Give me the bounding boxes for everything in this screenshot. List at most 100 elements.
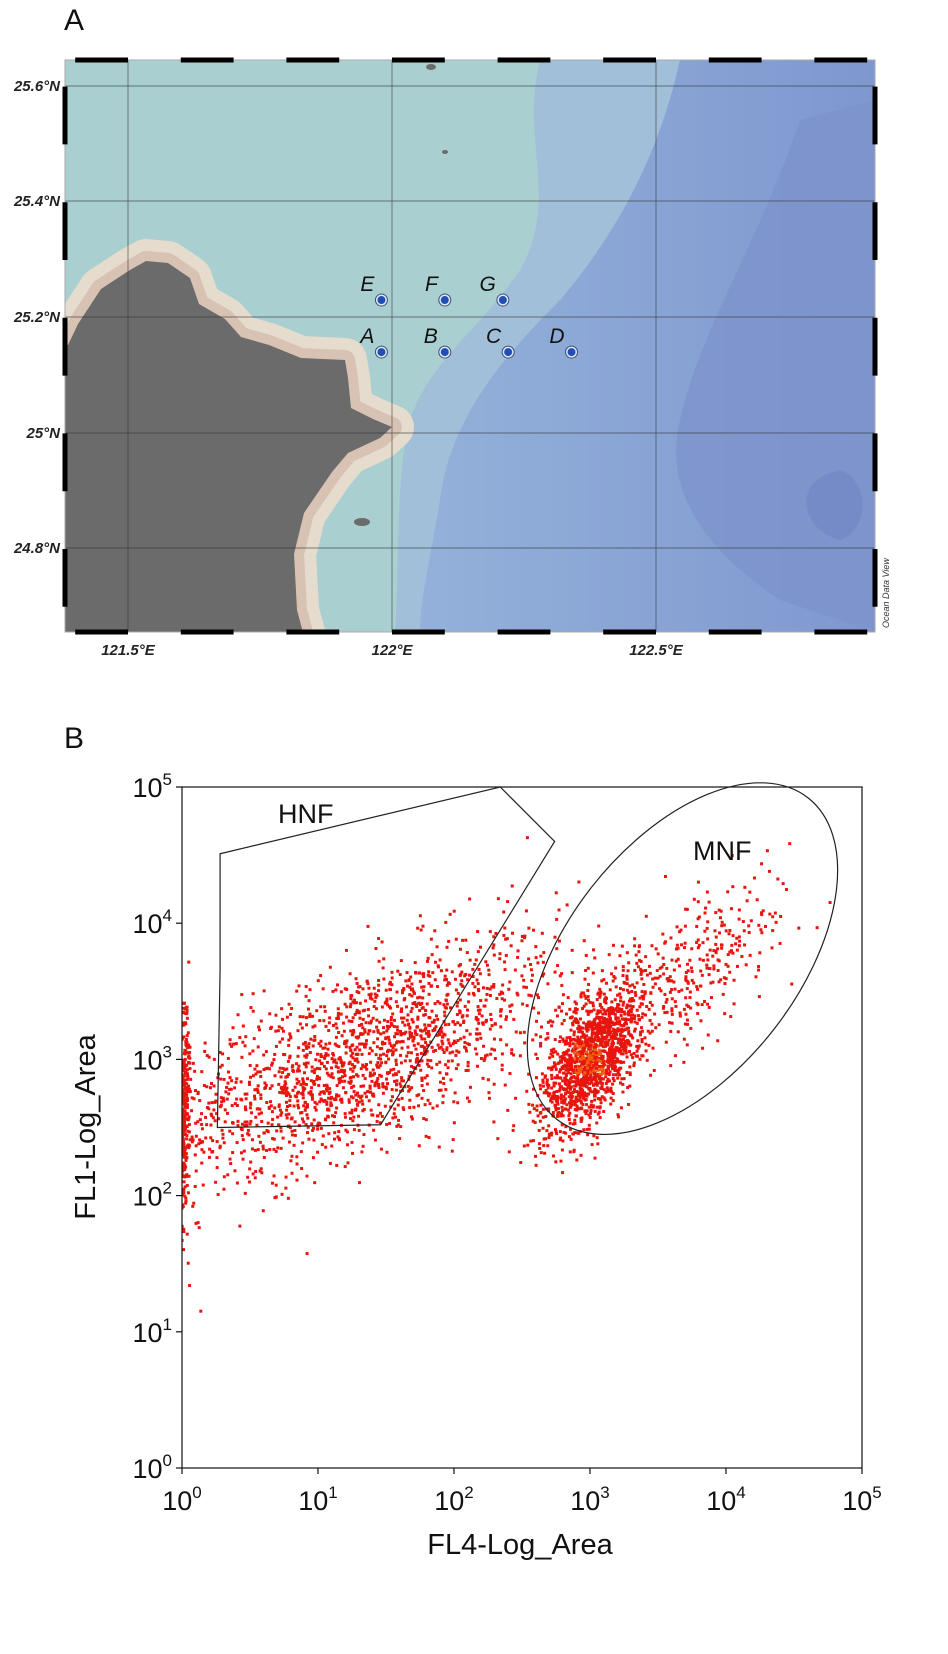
data-point [774,920,778,924]
data-point [467,1000,471,1004]
data-point [182,1072,184,1076]
data-point [300,1110,304,1114]
data-point [350,1063,354,1067]
y-tick-label: 101 [132,1315,172,1348]
data-point [226,1056,230,1060]
data-point [200,1161,204,1165]
data-point [628,1004,632,1008]
data-point [611,1009,615,1013]
data-point [486,1078,490,1082]
data-point [368,1086,372,1090]
data-point [200,1122,204,1126]
data-point [609,1102,613,1106]
data-point [592,1056,596,1060]
data-point [296,1099,300,1103]
data-point [573,1051,577,1055]
data-point [465,1029,469,1033]
data-point [314,1058,318,1062]
data-point [444,1006,448,1010]
data-point [574,1054,578,1058]
data-point [559,1097,563,1101]
data-point [583,977,587,981]
data-point [272,1137,276,1141]
data-point [498,952,502,956]
data-point [209,1123,213,1127]
gate-mnf[interactable] [466,727,899,1191]
data-point [280,1086,284,1090]
data-point [488,1027,492,1031]
data-point [415,1025,419,1029]
data-point [638,958,642,962]
data-point [581,1007,585,1011]
data-point [316,979,320,983]
data-point [581,1043,585,1047]
data-point [381,1091,385,1095]
data-point [646,1029,650,1033]
data-point [572,1019,576,1023]
data-point [184,1086,188,1090]
data-point [586,1069,590,1073]
gate-hnf[interactable] [216,786,556,1129]
data-point [657,1023,661,1027]
data-point [610,972,614,976]
data-point [286,1196,290,1200]
data-point [476,950,480,954]
data-point [475,1052,479,1056]
data-point [695,1001,699,1005]
data-point [254,1115,258,1119]
plot-frame [181,786,863,1469]
data-point [680,943,684,947]
data-point [276,1115,280,1119]
data-point [484,1018,488,1022]
data-point [597,1081,601,1085]
data-point [415,1053,419,1057]
data-point [293,1128,297,1132]
data-point [182,1206,184,1210]
data-point [216,1193,220,1197]
data-point [597,1015,601,1019]
data-point [662,972,666,976]
data-point [412,990,416,994]
data-point [422,975,426,979]
data-point [504,937,508,941]
lon-label: 122°E [371,642,413,659]
data-point [367,986,371,990]
data-point [591,1059,595,1063]
data-point [556,1052,560,1056]
station-dot [504,348,513,357]
data-point [346,1161,350,1165]
latitude-labels: 25.6°N 25.4°N 25.2°N 25°N 24.8°N [13,78,61,557]
data-point [584,1078,588,1082]
data-point [639,1030,643,1034]
data-point [319,1039,323,1043]
data-point [401,989,405,993]
data-point [438,1060,442,1064]
data-point [609,1006,613,1010]
data-point [230,1079,234,1083]
data-point [239,1080,243,1084]
data-point [262,989,266,993]
data-point [467,992,471,996]
data-point [553,1103,557,1107]
data-point [602,1062,606,1066]
data-point [452,1030,456,1034]
data-point [194,1134,198,1138]
data-point [446,1059,450,1063]
data-point [388,980,392,984]
data-point [599,1043,603,1047]
data-point [311,1126,315,1130]
data-point [190,1096,194,1100]
data-point [599,1021,603,1025]
data-point [621,1082,625,1086]
data-point [374,995,378,999]
data-point [608,1021,612,1025]
data-point [499,1009,503,1013]
data-point [218,1144,222,1148]
data-point [459,947,463,951]
data-point [585,1052,589,1056]
data-point [621,1090,625,1094]
data-point [511,1128,515,1132]
data-point [320,1054,324,1058]
data-point [589,1109,593,1113]
data-point [185,1099,189,1103]
